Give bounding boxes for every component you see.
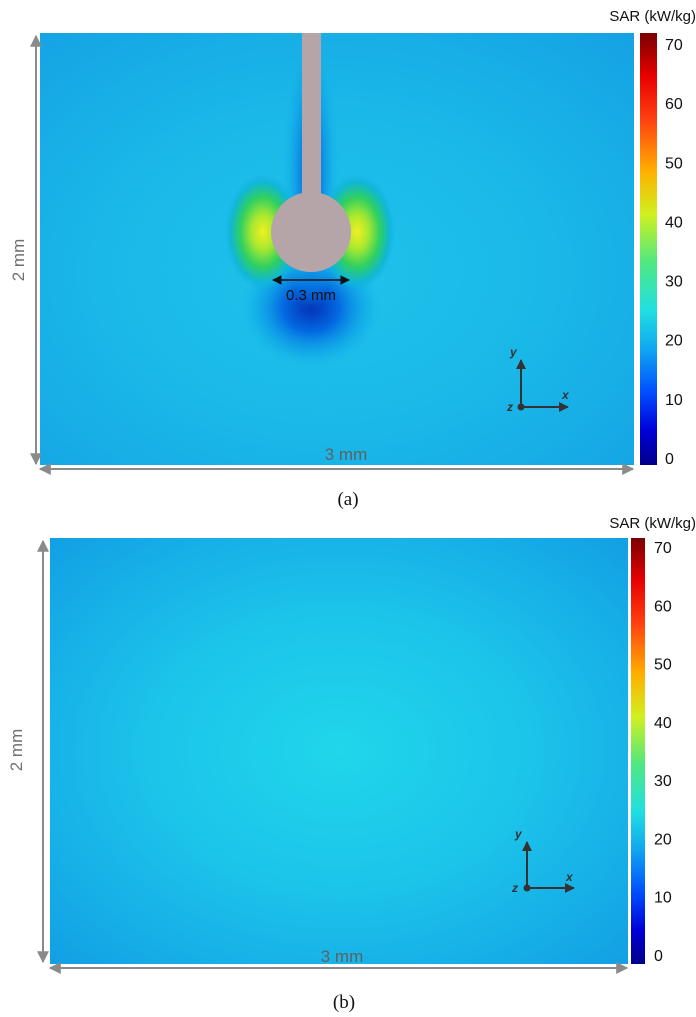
colorbar-tick-label: 0 bbox=[665, 451, 674, 468]
panel-caption: (b) bbox=[333, 992, 355, 1013]
hotspot-left bbox=[225, 174, 301, 290]
z-axis-label: z bbox=[506, 400, 513, 414]
panel-a: 0.3 mm 2 mm 3 mm y x z SAR (kW/kg) 70 60 5… bbox=[9, 8, 696, 510]
colorbar-tick-label: 70 bbox=[654, 540, 672, 557]
panel-b: 2 mm 3 mm y x z SAR (kW/kg) 70 60 50 40 30 20… bbox=[7, 515, 696, 1013]
colorbar-tick-label: 0 bbox=[654, 948, 663, 965]
probe-stem bbox=[302, 33, 321, 198]
colorbar-tick-label: 30 bbox=[654, 773, 672, 790]
colorbar-title: SAR (kW/kg) bbox=[609, 515, 696, 532]
colorbar-tick-label: 40 bbox=[665, 214, 683, 231]
colorbar-title: SAR (kW/kg) bbox=[609, 8, 696, 25]
colorbar-tick-label: 60 bbox=[665, 96, 683, 113]
coordinate-axes: y x z bbox=[511, 827, 575, 895]
width-label: 3 mm bbox=[325, 445, 368, 464]
colorbar-tick-label: 10 bbox=[654, 890, 672, 907]
colorbar-tick-label: 50 bbox=[665, 155, 683, 172]
colorbar-ticks: 70 60 50 40 30 20 10 0 bbox=[665, 37, 683, 468]
colorbar-tick-label: 40 bbox=[654, 715, 672, 732]
z-axis-dot bbox=[523, 884, 531, 892]
height-label: 2 mm bbox=[9, 239, 28, 282]
probe-tip bbox=[271, 192, 351, 272]
y-axis-label: y bbox=[514, 827, 523, 841]
colorbar-tick-label: 30 bbox=[665, 274, 683, 291]
colorbar-tick-label: 70 bbox=[665, 37, 683, 54]
colorbar-ticks: 70 60 50 40 30 20 10 0 bbox=[654, 540, 672, 965]
colorbar-gradient bbox=[631, 538, 645, 964]
colorbar-tick-label: 50 bbox=[654, 657, 672, 674]
colorbar-tick-label: 60 bbox=[654, 598, 672, 615]
colorbar-b: SAR (kW/kg) 70 60 50 40 30 20 10 0 bbox=[609, 515, 696, 965]
width-label: 3 mm bbox=[321, 947, 364, 966]
colorbar-tick-label: 10 bbox=[665, 392, 683, 409]
colorbar-gradient bbox=[640, 33, 657, 465]
panel-caption: (a) bbox=[337, 489, 358, 510]
colorbar-tick-label: 20 bbox=[654, 831, 672, 848]
sar-field-map-b bbox=[50, 538, 628, 964]
z-axis-label: z bbox=[511, 881, 518, 895]
colorbar-tick-label: 20 bbox=[665, 333, 683, 350]
height-label: 2 mm bbox=[7, 729, 26, 772]
x-axis-label: x bbox=[561, 388, 570, 402]
y-axis-label: y bbox=[509, 345, 518, 359]
colorbar-a: SAR (kW/kg) 70 60 50 40 30 20 10 0 bbox=[609, 8, 696, 468]
coordinate-axes: y x z bbox=[506, 345, 570, 414]
probe-diameter-label: 0.3 mm bbox=[286, 287, 336, 304]
z-axis-dot bbox=[517, 403, 525, 411]
x-axis-label: x bbox=[565, 870, 574, 884]
